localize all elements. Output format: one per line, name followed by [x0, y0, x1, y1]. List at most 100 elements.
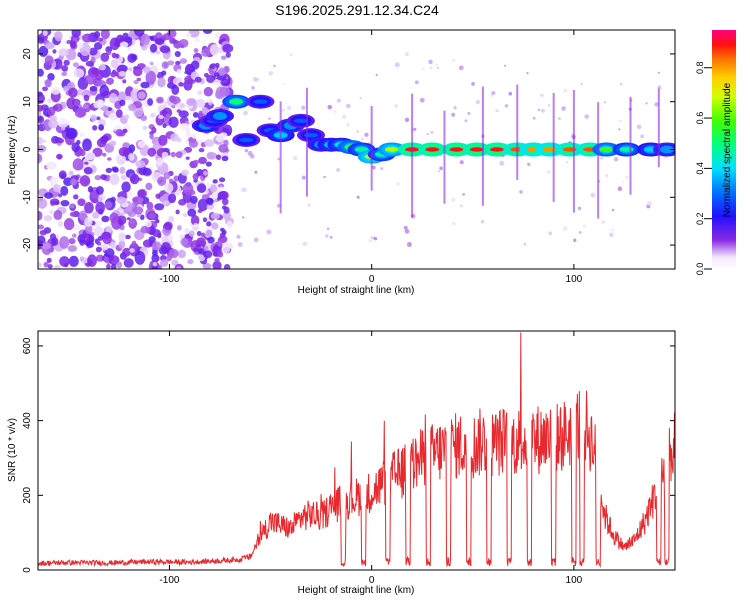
- faint-speckle: [293, 156, 298, 161]
- noise-speckle: [78, 210, 88, 221]
- noise-speckle: [63, 85, 69, 92]
- noise-speckle: [79, 148, 86, 157]
- faint-speckle: [582, 224, 586, 228]
- noise-speckle: [122, 79, 127, 84]
- noise-speckle: [187, 208, 197, 217]
- faint-speckle: [504, 104, 509, 108]
- faint-speckle: [471, 82, 475, 86]
- noise-speckle: [77, 198, 86, 207]
- faint-speckle: [491, 91, 496, 95]
- faint-speckle: [429, 66, 433, 70]
- faint-speckle: [361, 137, 364, 141]
- ridge-core: [599, 147, 614, 152]
- faint-speckle: [547, 104, 551, 107]
- noise-speckle: [220, 132, 228, 138]
- faint-speckle: [282, 109, 285, 112]
- faint-speckle: [326, 227, 330, 230]
- faint-speckle: [396, 182, 400, 186]
- noise-speckle: [220, 55, 227, 60]
- faint-speckle: [480, 220, 485, 224]
- faint-speckle: [620, 83, 623, 86]
- noise-speckle: [203, 245, 209, 252]
- noise-speckle: [122, 128, 128, 134]
- colorbar-tick-label: 0.8: [695, 61, 705, 74]
- noise-speckle: [73, 224, 81, 231]
- spectrogram-y-ticks: -20 -10 0 10 20: [22, 48, 675, 252]
- noise-speckle: [171, 105, 176, 109]
- faint-speckle: [453, 106, 457, 110]
- noise-speckle: [204, 139, 215, 147]
- noise-speckle: [126, 217, 131, 221]
- faint-speckle: [462, 193, 465, 196]
- noise-speckle: [206, 203, 214, 210]
- noise-speckle: [96, 116, 101, 121]
- noise-speckle: [38, 111, 42, 117]
- snr-x-ticks: -100 0 100: [159, 331, 583, 586]
- snr-y-ticks: 0 200 400 600: [22, 337, 675, 573]
- noise-speckle: [105, 225, 112, 234]
- noise-speckle: [127, 53, 137, 63]
- faint-speckle: [404, 52, 409, 57]
- noise-speckle: [38, 144, 47, 153]
- noise-speckle: [213, 72, 220, 77]
- noise-speckle: [129, 173, 140, 185]
- noise-speckle: [132, 206, 144, 215]
- faint-speckle: [609, 232, 614, 237]
- noise-speckle: [102, 152, 107, 157]
- noise-speckle: [110, 59, 119, 69]
- noise-speckle: [131, 240, 137, 247]
- faint-speckle: [452, 221, 456, 226]
- noise-speckle: [47, 106, 56, 116]
- noise-speckle: [193, 48, 199, 54]
- noise-speckle: [72, 62, 79, 68]
- noise-speckle: [217, 251, 224, 258]
- faint-speckle: [371, 165, 376, 170]
- ridge-core: [425, 147, 440, 152]
- noise-speckle: [88, 249, 96, 256]
- faint-speckle: [422, 67, 425, 70]
- noise-speckle: [198, 148, 205, 153]
- faint-speckle: [359, 96, 362, 99]
- noise-speckle: [129, 248, 135, 253]
- noise-speckle: [202, 262, 212, 269]
- noise-speckle: [115, 128, 124, 137]
- noise-speckle: [157, 77, 166, 88]
- faint-speckle: [277, 157, 281, 161]
- noise-speckle: [185, 32, 192, 38]
- noise-speckle: [41, 242, 52, 250]
- noise-speckle: [137, 91, 146, 99]
- noise-speckle: [93, 30, 101, 39]
- noise-speckle: [207, 236, 215, 244]
- faint-speckle: [364, 132, 369, 137]
- noise-speckle: [198, 156, 207, 165]
- faint-speckle: [601, 220, 605, 224]
- noise-speckle: [111, 52, 117, 59]
- noise-speckle: [180, 169, 190, 176]
- noise-speckle: [149, 113, 156, 118]
- y-tick-label: 0: [22, 146, 33, 152]
- faint-speckle: [508, 91, 513, 96]
- noise-speckle: [168, 234, 174, 241]
- faint-speckle: [301, 105, 306, 110]
- noise-speckle: [38, 136, 44, 145]
- faint-speckle: [247, 150, 253, 156]
- faint-speckle: [273, 64, 276, 68]
- noise-speckle: [128, 153, 135, 161]
- colorbar-tick-label: 0.2: [695, 212, 705, 225]
- faint-speckle: [490, 94, 493, 97]
- ridge-core: [213, 113, 227, 119]
- noise-speckle: [145, 70, 157, 85]
- noise-speckle: [218, 186, 224, 192]
- faint-speckle: [435, 63, 438, 66]
- noise-speckle: [38, 197, 43, 202]
- noise-speckle: [159, 258, 169, 267]
- noise-speckle: [90, 114, 97, 122]
- ridge-streak: [411, 93, 414, 218]
- ridge-core: [659, 147, 674, 152]
- faint-speckle: [611, 208, 615, 212]
- noise-speckle: [88, 47, 98, 56]
- y-tick-label: 600: [22, 337, 33, 354]
- noise-speckle: [176, 225, 182, 231]
- noise-speckle: [203, 72, 209, 78]
- noise-speckle: [65, 127, 77, 140]
